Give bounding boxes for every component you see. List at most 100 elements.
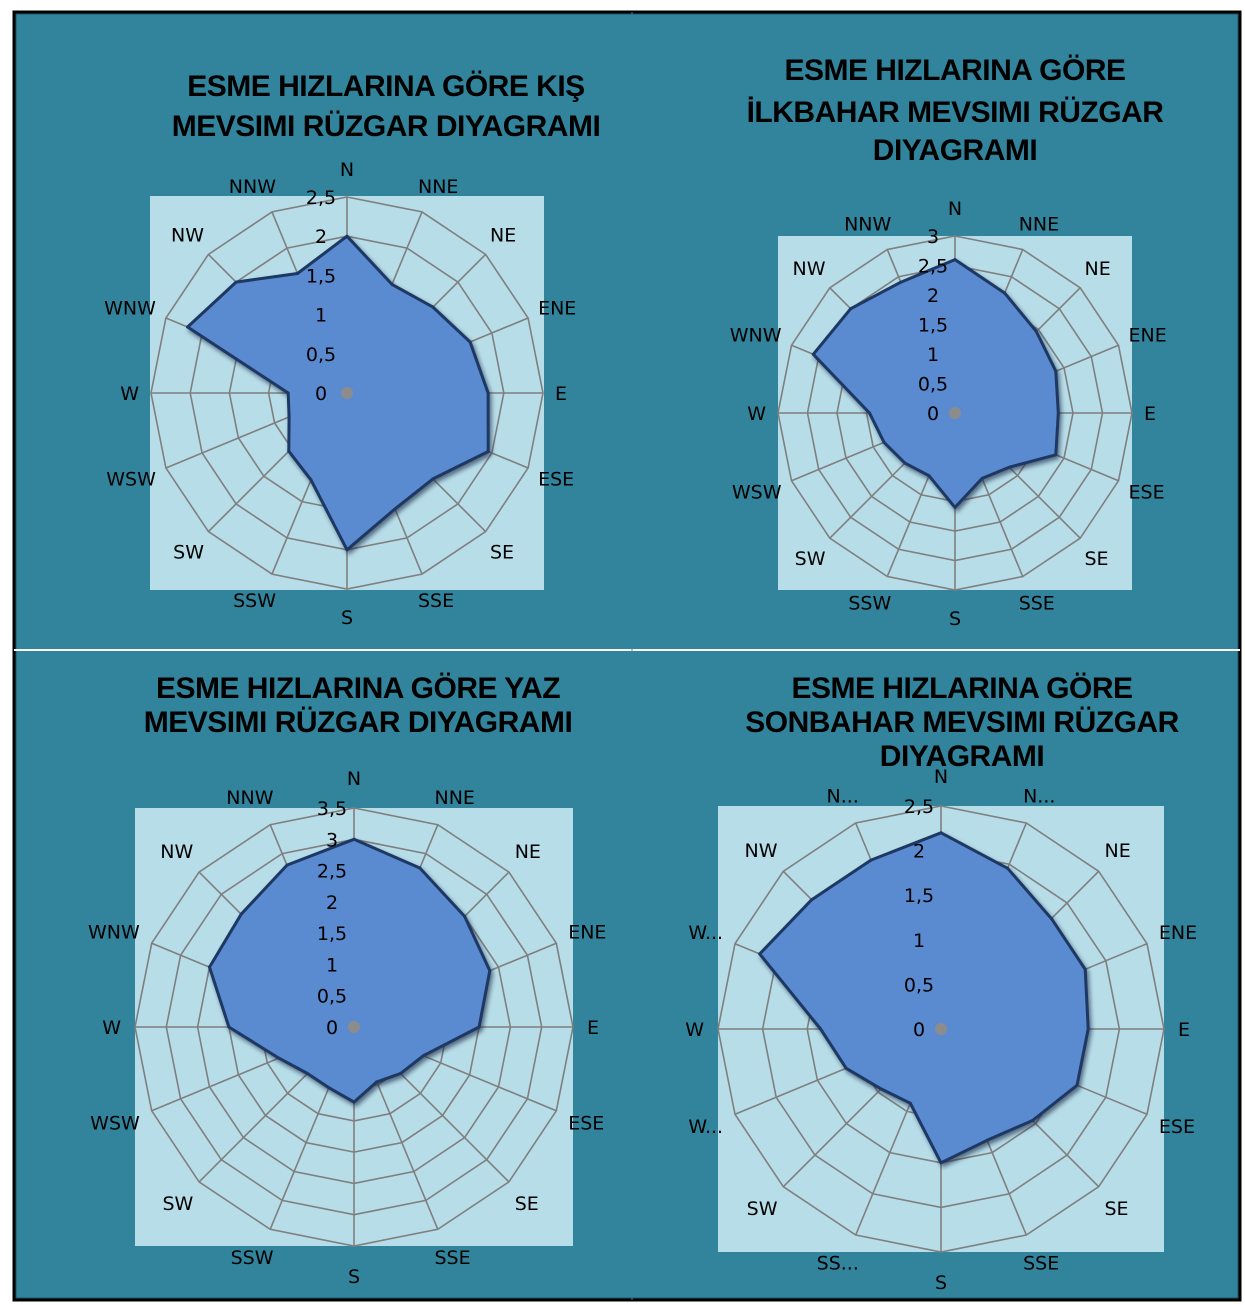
radial-tick-label: 0,5 (904, 974, 934, 996)
radial-tick-label: 1 (913, 930, 925, 952)
data-point-SSE (393, 507, 397, 511)
direction-label-11: SW (795, 548, 826, 570)
direction-label-7: SE (1085, 548, 1109, 570)
center-point (935, 1023, 947, 1035)
radial-tick-label: 0 (913, 1019, 925, 1041)
radial-tick-label: 2,5 (306, 187, 336, 209)
data-point-S (953, 505, 957, 509)
data-point-SSW (327, 1086, 331, 1090)
data-point-ESE (486, 450, 490, 453)
chart-title-line: DIYAGRAMI (873, 134, 1037, 167)
radial-tick-label: 1,5 (306, 265, 336, 287)
data-point-SW (306, 1072, 309, 1075)
data-point-S (345, 548, 349, 552)
radial-tick-label: 0 (927, 403, 939, 425)
data-point-W... (758, 952, 762, 956)
data-point-SE (399, 1072, 402, 1075)
data-point-NE (1034, 330, 1038, 334)
radial-tick-label: 2 (315, 226, 327, 248)
data-point-N (345, 234, 349, 238)
data-point-ESE (421, 1054, 425, 1058)
direction-label-4: ENE (568, 922, 606, 944)
direction-label-7: SE (490, 541, 514, 563)
data-point-N (352, 837, 356, 841)
data-point-W (868, 411, 871, 415)
data-point-N (953, 258, 957, 262)
direction-label-9: S (949, 608, 961, 630)
direction-label-10: SSW (233, 590, 276, 612)
data-point-E (1056, 411, 1060, 415)
chart-title-line: ESME HIZLARINA GÖRE (784, 54, 1125, 87)
data-point-S (939, 1161, 943, 1165)
radial-tick-label: 3 (326, 829, 338, 851)
direction-label-11: SW (747, 1198, 778, 1220)
direction-label-6: ESE (568, 1112, 604, 1134)
data-point-SW (903, 461, 907, 465)
data-point-E (1086, 1027, 1090, 1031)
data-point-ESE (1075, 1083, 1079, 1087)
data-point-SW (287, 449, 291, 453)
data-point-SS... (908, 1101, 912, 1105)
direction-label-3: NE (1105, 840, 1131, 862)
radial-tick-label: 2,5 (904, 796, 934, 818)
direction-label-9: S (348, 1266, 360, 1288)
data-point-W (286, 391, 290, 395)
direction-label-1: N (948, 198, 962, 220)
radar-chart-1: ESME HIZLARINA GÖRE KIŞ MEVSIMI RÜZGAR DI… (15, 13, 633, 651)
direction-label-15: NW (745, 840, 778, 862)
direction-label-10: SSW (848, 592, 891, 614)
data-point-WNW (811, 352, 815, 356)
radial-tick-label: 0,5 (918, 374, 948, 396)
data-point-WSW (277, 1056, 281, 1060)
data-point-SW (879, 1087, 883, 1091)
direction-label-6: ESE (1159, 1116, 1195, 1138)
data-point-SSW (927, 474, 931, 478)
outer-border (12, 10, 1242, 1302)
direction-label-2: NNE (418, 176, 458, 198)
direction-label-12: W... (688, 1116, 723, 1138)
direction-label-13: W (120, 383, 139, 405)
data-point-SE (1007, 465, 1011, 469)
direction-label-12: WSW (106, 469, 156, 491)
center-point (348, 1021, 360, 1033)
direction-label-5: E (587, 1017, 599, 1039)
direction-label-4: ENE (1129, 325, 1167, 347)
radial-tick-label: 3 (927, 226, 939, 248)
data-point-WNW (208, 965, 211, 969)
radar-chart-2: ESME HIZLARINA GÖRE İLKBAHAR MEVSIMI RÜZG… (631, 13, 1239, 651)
data-point-N... (869, 858, 873, 862)
data-point-NE (431, 305, 435, 309)
radial-tick-label: 1,5 (317, 923, 347, 945)
chart-title-line: SONBAHAR MEVSIMI RÜZGAR (745, 706, 1179, 739)
direction-label-9: S (935, 1272, 947, 1294)
radial-tick-label: 1 (315, 305, 327, 327)
direction-label-15: NW (160, 841, 193, 863)
radial-tick-label: 0 (315, 383, 327, 405)
direction-label-13: W (747, 403, 766, 425)
charts-grid: ESME HIZLARINA GÖRE KIŞ MEVSIMI RÜZGAR DI… (12, 10, 1242, 1302)
direction-label-7: SE (1105, 1198, 1129, 1220)
direction-label-7: SE (515, 1193, 539, 1215)
direction-label-13: W (685, 1019, 704, 1041)
data-point-E (486, 391, 490, 395)
data-point-NE (463, 914, 467, 918)
radial-tick-label: 0 (326, 1017, 338, 1039)
chart-title: ESME HIZLARINA GÖRE İLKBAHAR MEVSIMI RÜZG… (747, 54, 1165, 167)
data-point-ENE (468, 340, 472, 344)
radial-tick-label: 0,5 (306, 344, 336, 366)
chart-title-line: İLKBAHAR MEVSIMI RÜZGAR (747, 96, 1165, 129)
data-point-NNE (1003, 291, 1007, 295)
direction-label-15: NW (793, 258, 826, 280)
radial-tick-label: 2,5 (918, 256, 948, 278)
data-point-WSW (882, 440, 886, 444)
data-point-WSW (287, 415, 291, 419)
radial-tick-label: 1,5 (904, 885, 934, 907)
data-point-ENE (1083, 967, 1087, 971)
radial-tick-label: 2 (927, 285, 939, 307)
direction-label-10: SS... (817, 1253, 859, 1275)
direction-label-14: WNW (104, 297, 156, 319)
data-point-SE (1031, 1119, 1034, 1122)
